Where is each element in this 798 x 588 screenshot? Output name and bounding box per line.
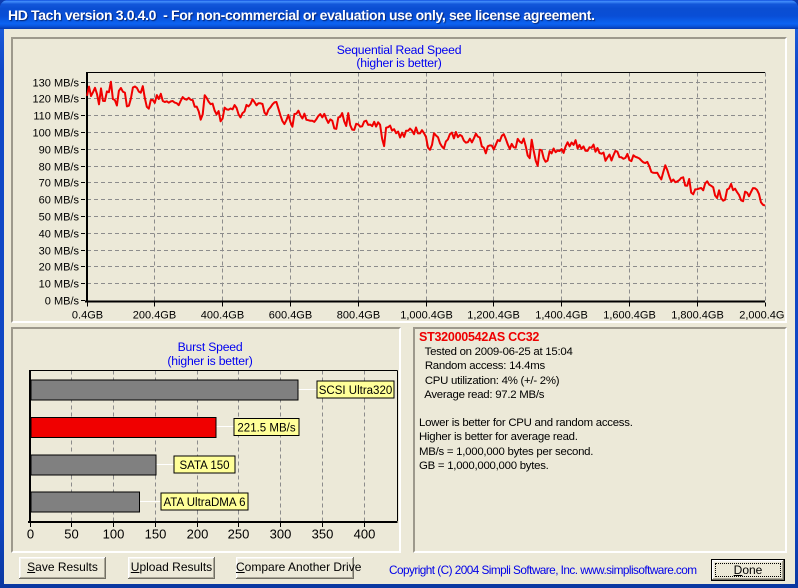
svg-text:120 MB/s: 120 MB/s [33, 94, 80, 106]
svg-text:110 MB/s: 110 MB/s [33, 111, 79, 123]
svg-text:10 MB/s: 10 MB/s [39, 279, 80, 291]
svg-text:1,400.4GB: 1,400.4GB [535, 310, 588, 322]
svg-text:50: 50 [64, 527, 78, 542]
svg-text:SATA 150: SATA 150 [179, 460, 229, 472]
svg-text:100 MB/s: 100 MB/s [33, 128, 80, 140]
svg-text:0 MB/s: 0 MB/s [45, 296, 80, 308]
svg-text:400: 400 [354, 527, 376, 542]
svg-text:1,200.4GB: 1,200.4GB [467, 310, 520, 322]
svg-text:1,600.4GB: 1,600.4GB [603, 310, 656, 322]
svg-text:50 MB/s: 50 MB/s [39, 212, 80, 224]
svg-text:221.5 MB/s: 221.5 MB/s [237, 423, 295, 435]
svg-text:60 MB/s: 60 MB/s [39, 195, 80, 207]
svg-text:150: 150 [145, 527, 167, 542]
svg-text:ATA UltraDMA 6: ATA UltraDMA 6 [163, 497, 245, 509]
svg-text:100: 100 [103, 527, 125, 542]
svg-text:250: 250 [228, 527, 250, 542]
svg-text:350: 350 [312, 527, 334, 542]
svg-text:70 MB/s: 70 MB/s [39, 178, 80, 190]
svg-text:0.4GB: 0.4GB [72, 310, 103, 322]
svg-text:80 MB/s: 80 MB/s [39, 162, 80, 174]
svg-text:300: 300 [270, 527, 292, 542]
svg-text:20 MB/s: 20 MB/s [39, 262, 80, 274]
svg-text:600.4GB: 600.4GB [269, 310, 312, 322]
svg-text:40 MB/s: 40 MB/s [39, 229, 80, 241]
svg-text:1,800.4GB: 1,800.4GB [671, 310, 724, 322]
svg-text:800.4GB: 800.4GB [337, 310, 380, 322]
svg-text:30 MB/s: 30 MB/s [39, 246, 80, 258]
svg-text:400.4GB: 400.4GB [201, 310, 244, 322]
svg-text:SCSI Ultra320: SCSI Ultra320 [319, 385, 393, 397]
svg-text:0: 0 [27, 527, 34, 542]
svg-text:200.4GB: 200.4GB [133, 310, 176, 322]
svg-text:200: 200 [187, 527, 209, 542]
svg-text:2,000.4GB: 2,000.4GB [739, 310, 785, 322]
svg-text:1,000.4GB: 1,000.4GB [400, 310, 453, 322]
svg-text:130 MB/s: 130 MB/s [33, 78, 80, 90]
svg-text:90 MB/s: 90 MB/s [39, 145, 80, 157]
